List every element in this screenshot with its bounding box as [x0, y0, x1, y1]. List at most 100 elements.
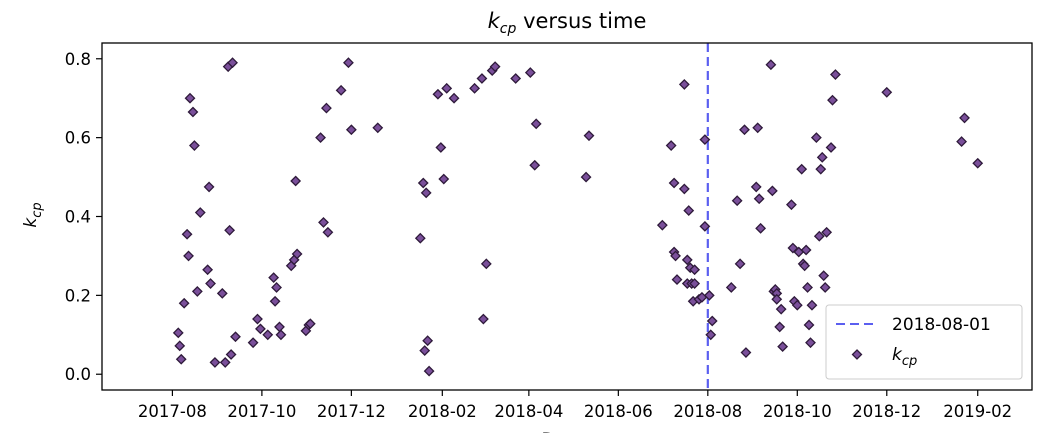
data-point: [271, 282, 282, 293]
x-axis-ticks: 2017-08 2017-10 2017-12 2018-02 2018-04 2018-…: [138, 390, 1012, 421]
data-point: [291, 248, 303, 260]
data-point: [489, 61, 501, 73]
data-point: [209, 356, 221, 368]
data-point: [432, 88, 444, 100]
data-point: [219, 356, 231, 368]
data-point: [668, 177, 680, 189]
data-point: [438, 173, 450, 185]
data-point: [670, 250, 681, 262]
data-point: [766, 185, 778, 197]
data-point: [419, 345, 431, 356]
legend-label-series: kcp: [892, 345, 917, 369]
data-point: [230, 331, 241, 343]
data-point: [322, 226, 334, 238]
data-point: [821, 226, 833, 238]
data-point: [703, 289, 715, 301]
data-point: [191, 286, 203, 297]
data-point: [318, 216, 329, 228]
data-point: [699, 220, 711, 232]
data-point: [304, 318, 316, 330]
data-point: [372, 122, 384, 134]
data-point: [689, 278, 701, 289]
data-point: [477, 313, 489, 325]
data-point: [181, 228, 193, 240]
data-point: [750, 181, 762, 193]
data-point: [290, 175, 302, 187]
data-point: [175, 353, 187, 365]
data-point: [480, 258, 492, 270]
data-point: [796, 163, 808, 175]
y-tick-label: 0.0: [65, 365, 91, 384]
data-point: [315, 132, 326, 144]
chart-title-rest: versus time: [516, 9, 646, 33]
data-point: [671, 274, 683, 286]
data-point: [184, 92, 196, 104]
chart-title: kcp versus time: [488, 9, 647, 37]
data-point: [252, 313, 263, 325]
chart-title-main: k: [488, 9, 501, 33]
data-point: [681, 254, 693, 266]
data-point: [178, 297, 190, 309]
x-tick-label: 2018-04: [494, 402, 563, 421]
data-point: [819, 282, 831, 293]
data-point: [791, 299, 803, 311]
data-point: [583, 130, 595, 142]
data-point: [725, 282, 737, 293]
data-point: [227, 57, 238, 69]
data-point: [656, 219, 668, 231]
data-point: [800, 244, 812, 256]
data-point: [765, 59, 777, 71]
data-point: [753, 193, 765, 205]
data-point: [435, 142, 447, 153]
data-point: [269, 295, 281, 307]
data-point: [818, 270, 830, 282]
data-point: [689, 264, 701, 276]
data-point: [510, 73, 522, 84]
data-point: [777, 341, 789, 353]
data-point: [802, 282, 813, 293]
data-point: [683, 205, 695, 217]
legend-point-marker: [851, 349, 863, 360]
data-point: [705, 329, 717, 341]
x-tick-label: 2019-02: [943, 402, 1012, 421]
data-point: [959, 112, 970, 124]
data-point: [699, 134, 711, 146]
y-axis-label-main: k: [21, 217, 41, 228]
data-point: [827, 94, 838, 106]
x-axis-label: D: [541, 430, 554, 433]
data-point: [775, 303, 787, 315]
data-point: [529, 159, 541, 171]
data-point: [825, 142, 837, 153]
x-tick-label: 2017-08: [138, 402, 207, 421]
x-tick-label: 2018-06: [584, 402, 653, 421]
data-point: [740, 347, 752, 358]
data-point: [247, 337, 259, 349]
data-point: [203, 181, 215, 193]
data-point: [343, 57, 354, 69]
data-point: [580, 171, 592, 183]
data-point: [805, 337, 816, 349]
data-point: [881, 86, 893, 98]
data-point: [665, 140, 677, 151]
data-point: [678, 183, 690, 195]
data-point: [972, 157, 984, 169]
data-point: [530, 118, 542, 130]
data-point: [422, 335, 434, 347]
x-tick-label: 2017-12: [317, 402, 386, 421]
data-point: [188, 140, 200, 151]
data-point: [706, 315, 718, 327]
data-point: [255, 323, 266, 335]
data-point: [678, 78, 690, 90]
data-point: [806, 299, 818, 311]
x-tick-label: 2018-12: [852, 402, 921, 421]
legend-series-name-subscript: cp: [902, 354, 917, 369]
data-point: [786, 199, 797, 211]
data-point: [268, 272, 280, 284]
x-tick-label: 2018-10: [763, 402, 832, 421]
data-point: [813, 230, 825, 242]
x-tick-label: 2018-08: [673, 402, 742, 421]
data-point: [731, 195, 743, 207]
data-point: [803, 319, 815, 331]
data-point: [774, 321, 786, 333]
